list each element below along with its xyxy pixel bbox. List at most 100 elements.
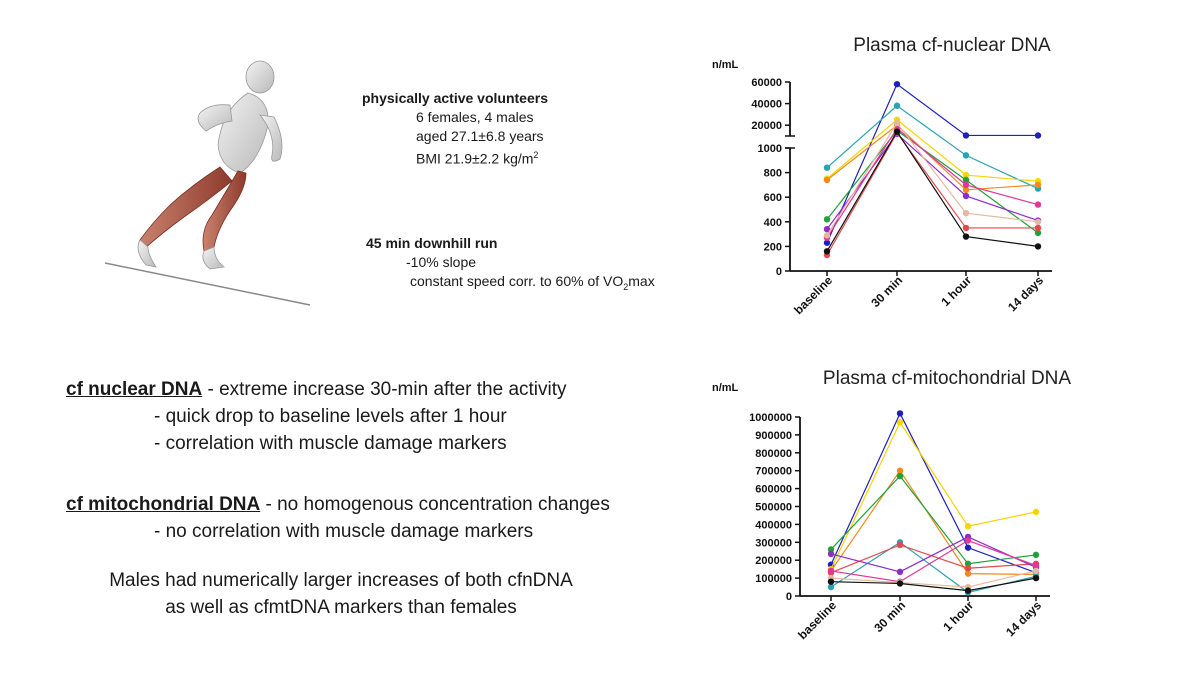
y-tick-label: 1000 xyxy=(758,143,782,155)
conclusion-line-1: Males had numerically larger increases o… xyxy=(109,570,573,591)
data-point xyxy=(893,102,901,109)
volunteer-heading: physically active volunteers xyxy=(362,90,548,106)
data-point xyxy=(964,587,972,594)
nuclear-dna-chart: Plasma cf-nuclear DNA n/mL 0 200 400 600 800 10… xyxy=(712,35,1052,317)
data-point xyxy=(964,537,972,544)
y-tick-label: 700000 xyxy=(755,466,792,478)
series-line xyxy=(830,412,1037,574)
data-point xyxy=(823,176,831,184)
data-point xyxy=(1034,181,1042,189)
y-tick-label: 800000 xyxy=(755,448,792,460)
volunteer-bmi: BMI 21.9±2.2 kg/m2 xyxy=(416,150,539,167)
y-tick-label: 300000 xyxy=(755,537,792,549)
data-point xyxy=(896,419,904,426)
x-tick-label: 1 hour xyxy=(940,598,976,634)
data-point xyxy=(823,248,831,255)
series-line xyxy=(826,130,1039,252)
data-point xyxy=(1032,508,1040,516)
data-point xyxy=(823,239,831,246)
data-point xyxy=(1034,201,1042,208)
y-tick-label: 0 xyxy=(786,591,792,603)
mito-term: cf mitochondrial DNA xyxy=(66,494,261,515)
chart-title: Plasma cf-nuclear DNA xyxy=(853,35,1051,56)
nuclear-finding: cf nuclear DNA - extreme increase 30-min… xyxy=(66,379,567,400)
data-point xyxy=(896,467,904,474)
data-point xyxy=(962,209,970,217)
data-point xyxy=(964,560,972,567)
series-line xyxy=(830,469,1037,576)
data-point xyxy=(893,80,901,88)
series-line xyxy=(830,544,1037,574)
y-tick-label: 20000 xyxy=(751,120,782,132)
slope-line xyxy=(104,262,311,306)
y-tick-label: 1000000 xyxy=(749,412,792,424)
data-point xyxy=(823,164,831,171)
data-point xyxy=(1034,243,1042,250)
data-point xyxy=(896,568,904,576)
y-unit-label: n/mL xyxy=(712,59,739,71)
data-point xyxy=(964,570,972,577)
y-tick-label: 0 xyxy=(776,266,782,278)
y-tick-label: 600000 xyxy=(755,484,792,496)
data-point xyxy=(893,128,901,135)
data-point xyxy=(962,224,970,232)
volunteer-info: physically active volunteers 6 females, … xyxy=(362,89,662,169)
data-point xyxy=(962,171,970,179)
run-protocol: 45 min downhill run -10% slope constant … xyxy=(366,234,726,297)
y-tick-label: 60000 xyxy=(751,77,782,89)
data-point xyxy=(827,550,835,558)
data-point xyxy=(896,580,904,587)
runner-illustration xyxy=(104,60,311,306)
x-tick-label: 14 days xyxy=(1003,598,1044,639)
series-line xyxy=(830,536,1037,573)
data-point xyxy=(1032,567,1040,575)
mito-bullet-1: - no correlation with muscle damage mark… xyxy=(154,521,534,542)
data-point xyxy=(827,546,835,553)
data-point xyxy=(1034,218,1042,225)
x-tick-label: baseline xyxy=(795,598,839,642)
data-point xyxy=(964,565,972,572)
x-tick-label: 30 min xyxy=(868,273,905,310)
y-unit-label: n/mL xyxy=(712,382,739,394)
x-tick-label: 1 hour xyxy=(938,273,974,309)
data-point xyxy=(962,192,970,200)
y-tick-label: 200 xyxy=(764,241,782,253)
data-point xyxy=(964,522,972,530)
data-point xyxy=(964,544,972,551)
nuclear-bullet-1: - quick drop to baseline levels after 1 … xyxy=(154,406,507,427)
run-slope: -10% slope xyxy=(406,254,477,270)
data-point xyxy=(962,152,970,159)
series-line xyxy=(826,127,1039,239)
volunteer-age: aged 27.1±6.8 years xyxy=(416,128,544,144)
series-line xyxy=(830,570,1037,588)
nuclear-term: cf nuclear DNA xyxy=(66,379,203,400)
series-line xyxy=(826,124,1039,191)
data-point xyxy=(962,176,970,184)
x-tick-label: 30 min xyxy=(871,598,908,635)
y-tick-label: 400000 xyxy=(755,519,792,531)
y-tick-label: 600 xyxy=(764,192,782,204)
y-tick-label: 40000 xyxy=(751,99,782,111)
data-point xyxy=(1032,562,1040,569)
series-line xyxy=(830,539,1037,583)
y-tick-label: 900000 xyxy=(755,430,792,442)
data-point xyxy=(962,186,970,194)
series-line xyxy=(826,83,1038,243)
volunteer-sex: 6 females, 4 males xyxy=(416,109,534,125)
mito-finding: cf mitochondrial DNA - no homogenous con… xyxy=(66,494,610,515)
y-tick-label: 500000 xyxy=(755,502,792,514)
y-tick-label: 800 xyxy=(764,168,782,180)
data-point xyxy=(827,578,835,585)
data-point xyxy=(827,567,835,575)
data-point xyxy=(823,232,831,239)
series-line xyxy=(830,577,1037,592)
series-line xyxy=(826,132,1039,230)
series-line xyxy=(830,475,1037,565)
series-line xyxy=(826,121,1039,236)
run-heading: 45 min downhill run xyxy=(366,235,498,251)
data-point xyxy=(1032,574,1040,582)
data-point xyxy=(896,541,904,549)
series-line xyxy=(826,129,1039,234)
data-point xyxy=(896,472,904,480)
x-tick-label: 14 days xyxy=(1005,273,1046,314)
